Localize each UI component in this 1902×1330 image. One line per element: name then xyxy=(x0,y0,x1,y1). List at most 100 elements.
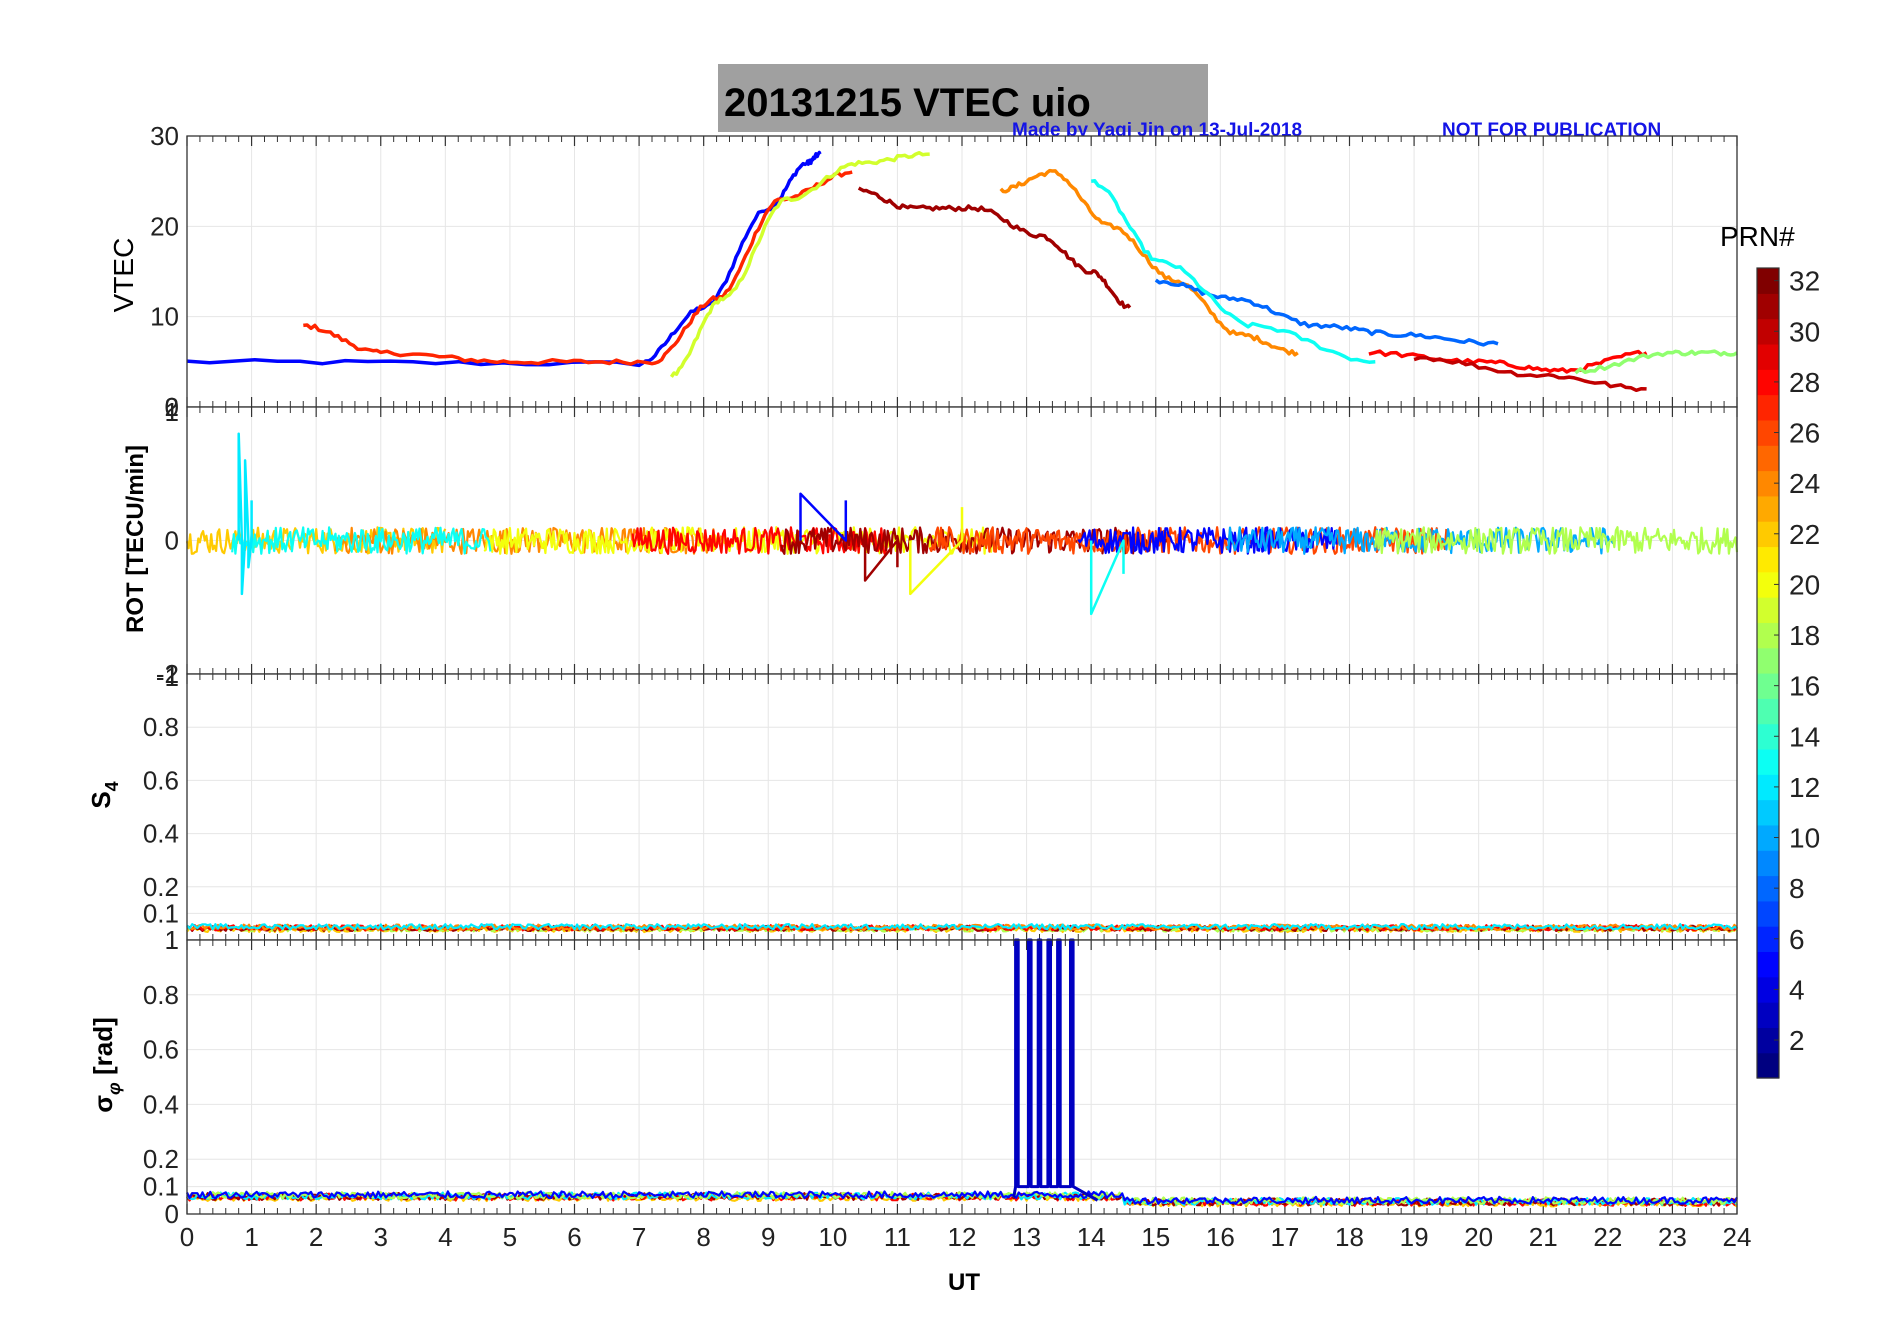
x-tick-label: 9 xyxy=(761,1222,775,1252)
colorbar-swatch xyxy=(1757,318,1779,345)
rot-ylabel: ROT [TECU/min] xyxy=(122,445,149,633)
sigma-series-prn-5 xyxy=(186,1190,1738,1205)
y-tick-label: 2 xyxy=(165,392,179,422)
colorbar-tick-label: 8 xyxy=(1789,873,1805,904)
x-tick-label: 0 xyxy=(180,1222,194,1252)
s4-panel: 0.10.2 0.4 0.6 0.8 1 xyxy=(143,659,1738,941)
x-tick-label: 18 xyxy=(1335,1222,1364,1252)
colorbar-swatch xyxy=(1757,546,1779,573)
colorbar-swatch xyxy=(1757,470,1779,497)
sigma-spikes-prn-3 xyxy=(1012,938,1099,1202)
colorbar-swatch xyxy=(1757,875,1779,902)
vtec-series-prn-17 xyxy=(1574,349,1738,375)
colorbar-swatch xyxy=(1757,1002,1779,1028)
colorbar-swatch xyxy=(1757,748,1779,775)
axes-box xyxy=(186,939,1738,1215)
colorbar-swatch xyxy=(1757,926,1779,953)
colorbar-swatch xyxy=(1757,900,1779,927)
sigma-phi-ylabel: σφ [rad] xyxy=(88,1017,124,1112)
vtec-series-prn-31 xyxy=(857,186,1132,310)
colorbar-frame xyxy=(1756,267,1780,1079)
rot-excursion-prn-12 xyxy=(237,432,253,596)
x-tick-label: 2 xyxy=(309,1222,323,1252)
y-tick-label: -2 xyxy=(156,659,179,689)
colorbar-swatch xyxy=(1757,850,1779,877)
colorbar-swatch xyxy=(1757,597,1779,623)
sigma-phi-panel: 00.10.20.40.60.810 1 2 3 4 5 6 7 8 9 10 11 12 13 14 15 1… xyxy=(143,925,1752,1252)
x-tick-label: 22 xyxy=(1593,1222,1622,1252)
title-background xyxy=(718,64,1208,132)
colorbar-swatch xyxy=(1757,951,1779,978)
colorbar-tick-label: 16 xyxy=(1789,671,1820,702)
colorbar-swatch xyxy=(1757,1027,1779,1054)
rot-excursion-prn-20 xyxy=(909,507,964,596)
x-tick-label: 3 xyxy=(374,1222,388,1252)
y-tick-label: 10 xyxy=(150,302,179,332)
colorbar-tick-label: 30 xyxy=(1789,316,1820,347)
rot-series-prn-26 xyxy=(928,526,1448,555)
y-tick-label: -1 xyxy=(156,662,179,692)
colorbar-swatch xyxy=(1757,343,1779,370)
x-tick-label: 14 xyxy=(1077,1222,1106,1252)
x-tick-label: 23 xyxy=(1658,1222,1687,1252)
colorbar-swatch xyxy=(1757,673,1779,699)
rot-series-prn-18 xyxy=(1374,526,1739,555)
figure-title: 20131215 VTEC uio xyxy=(724,81,1091,125)
colorbar-tick-label: 24 xyxy=(1789,468,1820,499)
y-tick-label: 0.1 xyxy=(143,1172,179,1202)
colorbar-swatch xyxy=(1757,445,1779,472)
colorbar-swatch xyxy=(1757,495,1779,522)
colorbar-tick-label: 14 xyxy=(1789,721,1820,752)
colorbar-swatch xyxy=(1757,1052,1779,1079)
x-tick-label: 20 xyxy=(1464,1222,1493,1252)
colorbar-swatch xyxy=(1757,268,1779,294)
x-tick-label: 5 xyxy=(503,1222,517,1252)
x-tick-label: 21 xyxy=(1529,1222,1558,1252)
rot-excursion-prn-13 xyxy=(1089,539,1125,616)
y-tick-label: 0.4 xyxy=(143,819,179,849)
colorbar-tick-label: 6 xyxy=(1789,924,1805,955)
vtec-series-prn-13 xyxy=(1091,179,1376,364)
x-tick-label: 11 xyxy=(884,1222,911,1252)
colorbar-swatch xyxy=(1757,698,1779,725)
x-tick-label: 16 xyxy=(1206,1222,1235,1252)
colorbar-swatch xyxy=(1757,521,1779,548)
rot-excursion-prn-31 xyxy=(863,539,899,582)
colorbar-tick-label: 12 xyxy=(1789,772,1820,803)
colorbar-tick-label: 28 xyxy=(1789,367,1820,398)
x-tick-label: 17 xyxy=(1270,1222,1299,1252)
x-tick-label: 7 xyxy=(632,1222,646,1252)
x-tick-label: 24 xyxy=(1723,1222,1752,1252)
vtec-series-prn-24 xyxy=(999,168,1299,357)
x-tick-label: 4 xyxy=(438,1222,452,1252)
s4-series-prn-12 xyxy=(186,922,1738,931)
y-tick-label: 0.4 xyxy=(143,1089,179,1119)
y-tick-label: 1 xyxy=(165,397,179,427)
x-tick-label: 13 xyxy=(1012,1222,1041,1252)
colorbar-swatch xyxy=(1757,571,1779,598)
y-tick-label: 30 xyxy=(150,121,179,151)
y-tick-label: 0.6 xyxy=(143,1035,179,1065)
y-tick-label: 0.8 xyxy=(143,980,179,1010)
y-tick-label: 0 xyxy=(165,526,179,556)
x-tick-label: 19 xyxy=(1400,1222,1429,1252)
colorbar-swatch xyxy=(1757,799,1779,826)
colorbar-tick-label: 18 xyxy=(1789,620,1820,651)
y-tick-label: 0.2 xyxy=(143,872,179,902)
colorbar-swatch xyxy=(1757,824,1779,851)
colorbar-tick-label: 26 xyxy=(1789,418,1820,449)
s4-ylabel: S4 xyxy=(86,781,122,808)
colorbar-tick-label: 32 xyxy=(1789,266,1820,297)
x-tick-label: 12 xyxy=(948,1222,977,1252)
colorbar-label: PRN# xyxy=(1720,221,1795,252)
colorbar-swatch xyxy=(1757,293,1779,320)
colorbar-swatch xyxy=(1757,774,1779,801)
x-axis-label: UT xyxy=(948,1269,980,1296)
vtec-series-prn-30 xyxy=(1413,355,1647,393)
vtec-series-prn-28 xyxy=(1368,349,1648,374)
colorbar-tick-label: 10 xyxy=(1789,823,1820,854)
y-tick-label: 0 xyxy=(165,1199,179,1229)
colorbar-tick-label: 20 xyxy=(1789,569,1820,600)
colorbar-swatch xyxy=(1757,622,1779,649)
